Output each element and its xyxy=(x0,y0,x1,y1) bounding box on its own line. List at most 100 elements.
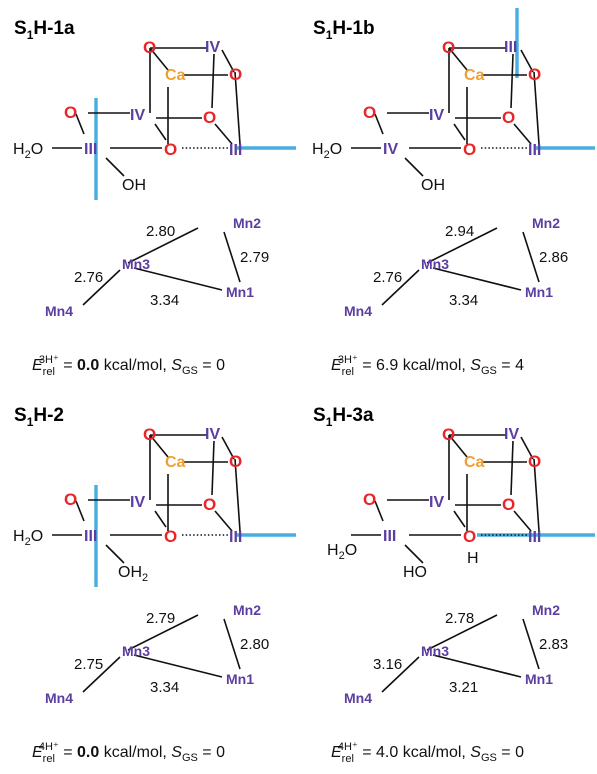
energy-label: Erel4H⁺ = 4.0 kcal/mol, SGS = 0 xyxy=(331,741,524,765)
oxygen-atom: O xyxy=(363,103,376,122)
oxygen-atom: O xyxy=(463,527,476,546)
bottom-ligand: OH xyxy=(122,177,146,194)
panel-title: S1H-2 xyxy=(14,405,64,429)
mn4-label: Mn4 xyxy=(45,303,73,319)
water-ligand: H2O xyxy=(13,141,43,161)
mn1-label: Mn1 xyxy=(525,284,553,300)
calcium-ion: Ca xyxy=(464,67,485,84)
oxygen-atom: O xyxy=(203,495,216,514)
mn1-label: Mn1 xyxy=(226,284,254,300)
structure-panel-4: S1H-3a xyxy=(299,387,597,774)
structure-panel-2: S1H-1b xyxy=(299,0,597,387)
oxygen-atom: O xyxy=(143,425,156,444)
distance-mn2-mn1: 2.79 xyxy=(240,249,269,266)
distance-mn3-mn1: 3.21 xyxy=(449,679,478,696)
panel-title: S1H-1a xyxy=(14,18,75,42)
oxygen-atom: O xyxy=(442,38,455,57)
manganese-ion-right: III xyxy=(528,529,541,546)
bottom-ligand: OH xyxy=(421,177,445,194)
mn2-label: Mn2 xyxy=(532,215,560,231)
structure-diagram: S1H-2 xyxy=(13,405,296,765)
structure-panel-1: S1H-1a xyxy=(0,0,298,387)
manganese-ion-right: III xyxy=(229,529,242,546)
distance-mn3-mn1: 3.34 xyxy=(150,292,179,309)
manganese-ion-left: IV xyxy=(383,141,398,158)
water-ligand: H2O xyxy=(312,141,342,161)
energy-label: Erel3H⁺ = 6.9 kcal/mol, SGS = 4 xyxy=(331,354,524,378)
manganese-ion-mid: IV xyxy=(429,494,444,511)
manganese-ion-top: III xyxy=(504,39,517,56)
cube-bonds xyxy=(387,434,540,536)
structure-diagram: S1H-1a xyxy=(13,18,296,378)
ligand-bonds xyxy=(351,500,424,564)
distance-mn3-mn1: 3.34 xyxy=(150,679,179,696)
manganese-ion-top: IV xyxy=(205,39,220,56)
mn3-label: Mn3 xyxy=(421,643,449,659)
oxygen-atom: O xyxy=(502,108,515,127)
oxygen-atom: O xyxy=(64,103,77,122)
mn3-label: Mn3 xyxy=(122,643,150,659)
mn3-label: Mn3 xyxy=(122,256,150,272)
mn1-label: Mn1 xyxy=(226,671,254,687)
oxygen-atom: O xyxy=(528,452,541,471)
manganese-ion-top: IV xyxy=(504,426,519,443)
cube-bonds xyxy=(88,47,241,149)
oxygen-atom: O xyxy=(442,425,455,444)
manganese-ion-mid: IV xyxy=(130,107,145,124)
mn-distance-triangle: Mn2 Mn3 Mn1 Mn4 2.78 2.83 3.16 3.21 xyxy=(344,602,568,706)
manganese-ion-left: III xyxy=(383,528,396,545)
bottom-ligand: HO xyxy=(403,564,427,581)
oxygen-atom: O xyxy=(143,38,156,57)
structure-panel-3: S1H-2 xyxy=(0,387,298,774)
distance-mn3-mn2: 2.79 xyxy=(146,610,175,627)
structure-diagram: S1H-1b xyxy=(312,8,595,378)
cube-bonds xyxy=(387,47,540,149)
distance-mn3-mn4: 2.76 xyxy=(373,269,402,286)
ligand-bonds xyxy=(351,113,424,177)
jahn-teller-axes xyxy=(515,8,595,150)
mn1-label: Mn1 xyxy=(525,671,553,687)
panel-title: S1H-1b xyxy=(313,18,375,42)
cube-bonds xyxy=(88,434,241,536)
mn4-label: Mn4 xyxy=(45,690,73,706)
mn-distance-triangle: Mn2 Mn3 Mn1 Mn4 2.94 2.86 2.76 3.34 xyxy=(344,215,568,319)
oxygen-atom: O xyxy=(203,108,216,127)
manganese-ion-mid: IV xyxy=(429,107,444,124)
mn2-label: Mn2 xyxy=(233,215,261,231)
oxygen-atom: O xyxy=(528,65,541,84)
water-ligand: H2O xyxy=(327,542,357,562)
mn4-label: Mn4 xyxy=(344,303,372,319)
distance-mn2-mn1: 2.86 xyxy=(539,249,568,266)
oxygen-atom: O xyxy=(502,495,515,514)
manganese-ion-mid: IV xyxy=(130,494,145,511)
mn4-label: Mn4 xyxy=(344,690,372,706)
manganese-ion-left: III xyxy=(84,528,97,545)
distance-mn3-mn4: 3.16 xyxy=(373,656,402,673)
manganese-ion-right: III xyxy=(528,142,541,159)
ligand-bonds xyxy=(52,113,125,177)
distance-mn3-mn2: 2.80 xyxy=(146,223,175,240)
oxygen-atom: O xyxy=(64,490,77,509)
oxygen-atom: O xyxy=(164,527,177,546)
oxygen-atom: O xyxy=(229,65,242,84)
manganese-ion-right: III xyxy=(229,142,242,159)
mn-distance-triangle: Mn2 Mn3 Mn1 Mn4 2.79 2.80 2.75 3.34 xyxy=(45,602,269,706)
oxygen-atom: O xyxy=(363,490,376,509)
hydrogen-atom: H xyxy=(467,550,479,567)
manganese-ion-left: III xyxy=(84,141,97,158)
calcium-ion: Ca xyxy=(165,67,186,84)
oxygen-atom: O xyxy=(463,140,476,159)
panel-title: S1H-3a xyxy=(313,405,374,429)
mn-distance-triangle: Mn2 Mn3 Mn1 Mn4 2.80 2.79 2.76 3.34 xyxy=(45,215,269,319)
distance-mn3-mn2: 2.94 xyxy=(445,223,474,240)
oxygen-atom: O xyxy=(229,452,242,471)
distance-mn2-mn1: 2.80 xyxy=(240,636,269,653)
calcium-ion: Ca xyxy=(464,454,485,471)
mn2-label: Mn2 xyxy=(233,602,261,618)
water-ligand: H2O xyxy=(13,528,43,548)
distance-mn2-mn1: 2.83 xyxy=(539,636,568,653)
oxygen-atom: O xyxy=(164,140,177,159)
jahn-teller-axes xyxy=(94,98,296,200)
energy-label: Erel3H⁺ = 0.0 kcal/mol, SGS = 0 xyxy=(32,354,225,378)
ligand-bonds xyxy=(52,500,125,564)
